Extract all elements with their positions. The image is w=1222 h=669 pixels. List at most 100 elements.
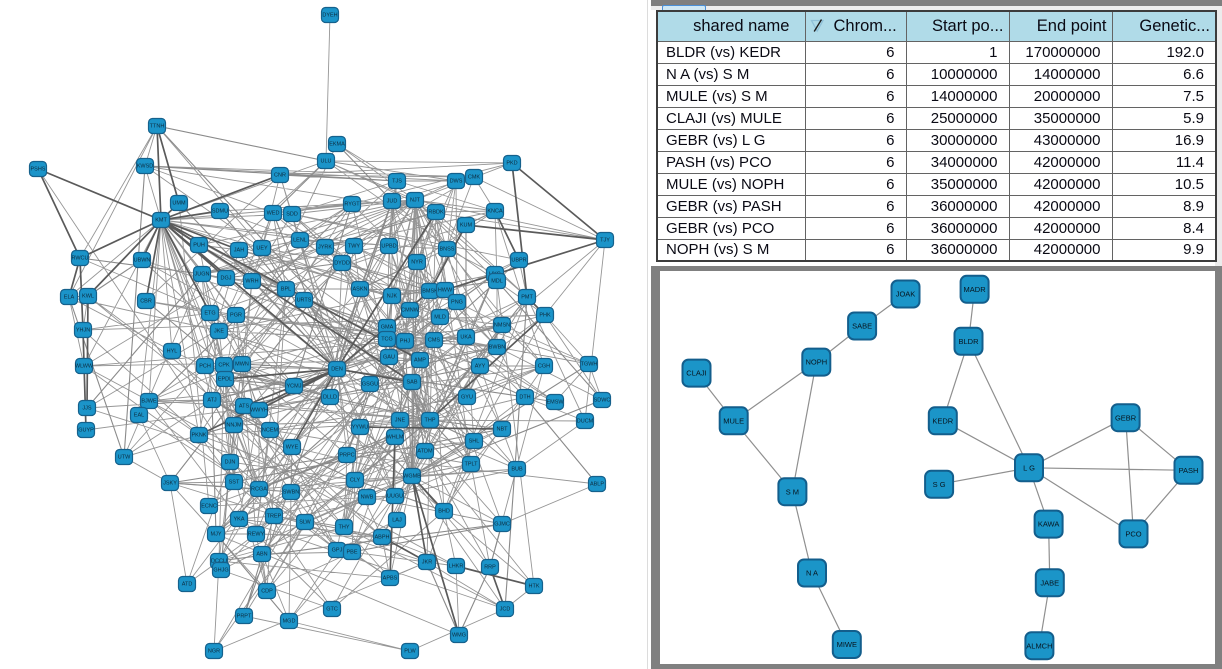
svg-text:RWCU: RWCU xyxy=(71,256,88,262)
svg-text:KUM: KUM xyxy=(460,223,473,229)
svg-text:SABE: SABE xyxy=(852,322,872,331)
svg-text:JABE: JABE xyxy=(1040,578,1059,587)
svg-text:DGJ: DGJ xyxy=(221,276,232,282)
svg-text:DEN: DEN xyxy=(331,367,343,373)
svg-text:PLW: PLW xyxy=(404,649,416,655)
svg-text:CDP: CDP xyxy=(261,589,273,595)
svg-text:BJWE: BJWE xyxy=(141,399,157,405)
svg-text:GSGU: GSGU xyxy=(362,382,378,388)
svg-text:WLWW: WLWW xyxy=(75,364,94,370)
svg-text:RYGT: RYGT xyxy=(344,202,360,208)
svg-text:UBWN: UBWN xyxy=(134,258,151,264)
svg-text:TWY: TWY xyxy=(348,244,361,250)
svg-text:KEDR: KEDR xyxy=(932,416,953,425)
svg-text:N A: N A xyxy=(806,569,818,578)
svg-text:SST: SST xyxy=(229,480,240,486)
svg-text:PKD: PKD xyxy=(506,161,517,167)
svg-text:KWL: KWL xyxy=(82,294,94,300)
svg-text:PNG: PNG xyxy=(451,300,463,306)
svg-text:DWS: DWS xyxy=(450,179,463,185)
svg-text:NCEM: NCEM xyxy=(262,428,279,434)
svg-text:BNSS: BNSS xyxy=(440,247,455,253)
svg-text:PGR: PGR xyxy=(230,313,242,319)
svg-text:DCCU: DCCU xyxy=(211,559,227,565)
svg-text:KAWA: KAWA xyxy=(1038,520,1060,529)
svg-text:UKA: UKA xyxy=(460,335,472,341)
svg-text:LAJ: LAJ xyxy=(392,518,402,524)
svg-text:SDMU: SDMU xyxy=(212,209,228,215)
svg-text:JKR: JKR xyxy=(422,560,432,566)
svg-text:ALMCH: ALMCH xyxy=(1026,641,1052,650)
svg-text:EPDL: EPDL xyxy=(218,377,232,383)
svg-text:PSHS: PSHS xyxy=(31,167,46,173)
svg-text:REWY: REWY xyxy=(248,532,265,538)
svg-text:GAU: GAU xyxy=(383,355,395,361)
svg-text:NYR: NYR xyxy=(411,260,423,266)
svg-text:PKNK: PKNK xyxy=(192,433,207,439)
svg-text:DYDD: DYDD xyxy=(334,261,350,267)
svg-text:BPL: BPL xyxy=(281,287,291,293)
svg-text:WRH: WRH xyxy=(245,279,258,285)
svg-text:CMNW: CMNW xyxy=(401,308,420,314)
svg-text:TREP: TREP xyxy=(267,514,282,520)
svg-text:ATDM: ATDM xyxy=(417,449,433,455)
svg-text:AYY: AYY xyxy=(475,364,486,370)
svg-text:BHD: BHD xyxy=(438,509,450,515)
svg-text:ELA: ELA xyxy=(64,295,75,301)
svg-text:DUCM: DUCM xyxy=(577,419,594,425)
svg-text:WHLM: WHLM xyxy=(387,435,404,441)
svg-text:NJK: NJK xyxy=(387,294,398,300)
svg-text:THP: THP xyxy=(425,418,436,424)
svg-text:PHK: PHK xyxy=(539,313,551,319)
svg-text:PCH: PCH xyxy=(199,364,211,370)
svg-text:GPJ: GPJ xyxy=(332,548,343,554)
svg-text:SWBN: SWBN xyxy=(283,490,300,496)
svg-text:RBDK: RBDK xyxy=(428,210,444,216)
svg-text:TJS: TJS xyxy=(392,179,402,185)
svg-text:NNJM: NNJM xyxy=(226,423,242,429)
svg-text:MDL: MDL xyxy=(491,279,503,285)
svg-text:NJT: NJT xyxy=(410,198,421,204)
svg-text:JOAK: JOAK xyxy=(896,290,916,299)
svg-text:YKA: YKA xyxy=(233,517,244,523)
svg-text:ATS: ATS xyxy=(239,404,250,410)
svg-text:RCGA: RCGA xyxy=(251,487,267,493)
svg-text:UUGU: UUGU xyxy=(387,494,403,500)
svg-text:JKE: JKE xyxy=(214,329,224,335)
svg-text:DJN: DJN xyxy=(225,460,236,466)
svg-text:UEY: UEY xyxy=(256,246,268,252)
svg-text:L G: L G xyxy=(1023,463,1035,472)
svg-text:BMSK: BMSK xyxy=(422,289,438,295)
svg-text:DYEH: DYEH xyxy=(322,13,337,19)
svg-text:PBE: PBE xyxy=(346,550,357,556)
svg-text:UPBD: UPBD xyxy=(381,244,396,250)
svg-text:ASKN: ASKN xyxy=(353,287,368,293)
svg-text:NWB: NWB xyxy=(361,495,374,501)
svg-text:LENL: LENL xyxy=(293,238,307,244)
svg-text:HWW: HWW xyxy=(438,288,453,294)
svg-text:JYRK: JYRK xyxy=(318,245,332,251)
svg-text:EKMA: EKMA xyxy=(329,142,345,148)
svg-text:MJY: MJY xyxy=(211,532,222,538)
svg-text:JUD: JUD xyxy=(387,199,398,205)
svg-text:TTNH: TTNH xyxy=(150,124,165,130)
svg-text:HTK: HTK xyxy=(529,584,540,590)
svg-text:URTS: URTS xyxy=(297,298,312,304)
svg-text:UBPR: UBPR xyxy=(511,258,526,264)
svg-text:EMSW: EMSW xyxy=(546,400,564,406)
svg-text:CMS: CMS xyxy=(428,338,441,344)
svg-text:ULU: ULU xyxy=(320,159,331,165)
svg-text:ABLP: ABLP xyxy=(590,482,604,488)
svg-text:TPLT: TPLT xyxy=(464,462,478,468)
svg-text:CBR: CBR xyxy=(140,299,152,305)
svg-text:CLAJI: CLAJI xyxy=(686,369,706,378)
svg-text:EAL: EAL xyxy=(134,413,144,419)
svg-text:DTH: DTH xyxy=(519,395,530,401)
svg-text:HYL: HYL xyxy=(167,349,178,355)
svg-text:NBT: NBT xyxy=(497,427,509,433)
svg-text:JJS: JJS xyxy=(82,406,92,412)
svg-text:GUYP: GUYP xyxy=(78,428,94,434)
svg-text:ETG: ETG xyxy=(204,311,215,317)
svg-text:NOPH: NOPH xyxy=(805,358,827,367)
svg-text:MADR: MADR xyxy=(964,285,987,294)
